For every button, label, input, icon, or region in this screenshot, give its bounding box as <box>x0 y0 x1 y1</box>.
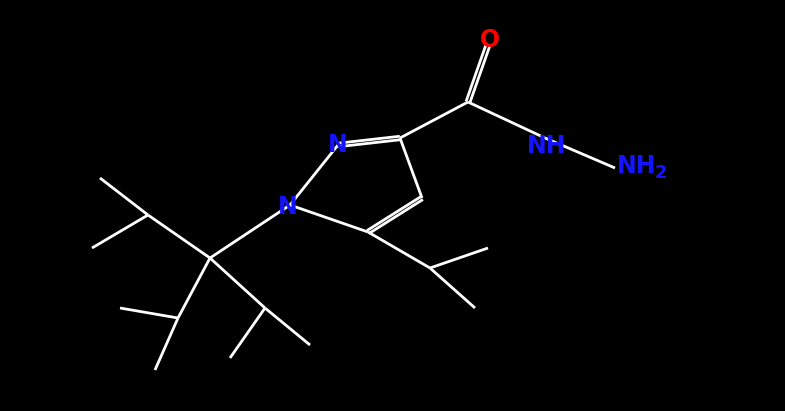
Text: 2: 2 <box>655 164 667 182</box>
Text: NH: NH <box>528 134 567 158</box>
Text: O: O <box>480 28 500 52</box>
Text: NH: NH <box>617 154 657 178</box>
Text: N: N <box>328 133 348 157</box>
Text: N: N <box>278 195 298 219</box>
